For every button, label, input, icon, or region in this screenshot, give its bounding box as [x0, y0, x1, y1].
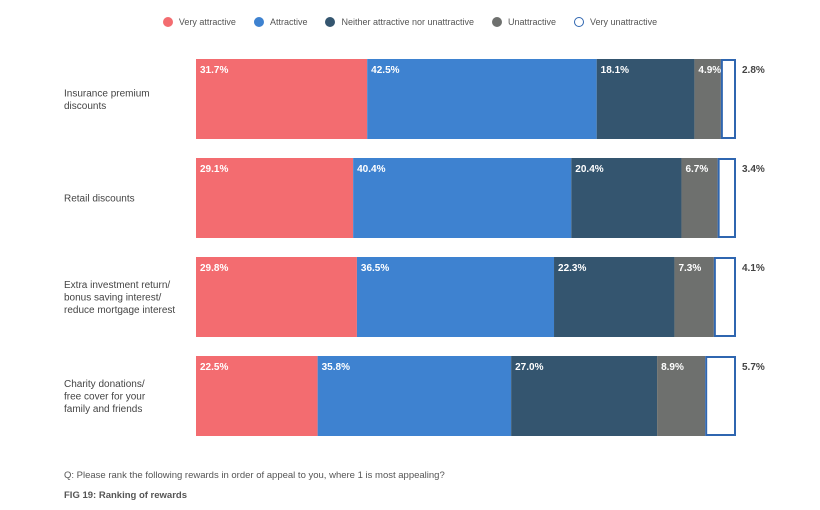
data-label: 20.4% — [575, 164, 603, 175]
bar-segment-neither-attractive-nor-unattractive — [554, 257, 675, 337]
bar-segment-unattractive — [694, 59, 721, 139]
data-label: 4.9% — [698, 65, 721, 76]
data-label: 22.5% — [200, 362, 228, 373]
bar-segment-attractive — [367, 59, 597, 139]
bar-segment-unattractive — [657, 356, 706, 436]
data-label: 42.5% — [371, 65, 399, 76]
legend-item-attractive: Attractive — [253, 17, 308, 27]
legend-swatch — [253, 17, 264, 27]
survey-question: Q: Please rank the following rewards in … — [64, 470, 445, 481]
bar-row-insurance-premium: Insurance premium discounts 31.7% 42.5% 18.1… — [64, 59, 765, 139]
bar-row-retail-discounts: Retail discounts 29.1% 40.4% 20.4% 6.7% 3.4% — [64, 158, 765, 238]
data-label: 18.1% — [601, 65, 629, 76]
data-label: 22.3% — [558, 263, 586, 274]
legend-label: Neither attractive nor unattractive — [341, 17, 475, 27]
legend-label: Very attractive — [178, 17, 236, 27]
bar-segment-very-attractive — [196, 158, 354, 238]
chart-legend: Very attractive Attractive Neither attract… — [0, 17, 820, 27]
legend-item-very-unattractive: Very unattractive — [574, 17, 657, 27]
data-label: 40.4% — [357, 164, 385, 175]
data-label: 8.9% — [661, 362, 684, 373]
bar-segment-attractive — [317, 356, 512, 436]
bar-segment-very-attractive — [196, 356, 318, 436]
bar-segment-unattractive — [674, 257, 714, 337]
bar-segment-attractive — [356, 257, 555, 337]
bar-segment-very-unattractive — [713, 257, 736, 337]
category-label: Insurance premium discounts — [64, 88, 150, 112]
bar-segment-very-attractive — [196, 257, 357, 337]
bar-row-extra-investment-return: Extra investment return/bonus saving int… — [64, 257, 765, 337]
bar-segment-very-attractive — [196, 59, 368, 139]
data-label: 31.7% — [200, 65, 228, 76]
bar-row-charity-donations: Charity donations/free cover for your fam… — [64, 356, 765, 436]
legend-swatch — [325, 17, 336, 27]
data-label: 27.0% — [515, 362, 543, 373]
data-label: 2.8% — [742, 65, 765, 76]
data-label: 5.7% — [742, 362, 765, 373]
legend-label: Very unattractive — [590, 17, 658, 27]
stacked-bar-chart: Insurance premium discounts 31.7% 42.5% 18.1… — [64, 59, 765, 436]
data-label: 29.8% — [200, 263, 228, 274]
bar-segment-neither-attractive-nor-unattractive — [571, 158, 682, 238]
category-label: Extra investment return/bonus saving int… — [64, 280, 175, 316]
legend-swatch — [574, 17, 585, 27]
data-label: 6.7% — [685, 164, 708, 175]
data-label: 3.4% — [742, 164, 765, 175]
legend-label: Unattractive — [508, 17, 557, 27]
figure-title: FIG 19: Ranking of rewards — [64, 490, 187, 501]
data-label: 36.5% — [361, 263, 389, 274]
category-label: Charity donations/free cover for your fam… — [64, 379, 146, 415]
data-label: 7.3% — [678, 263, 701, 274]
legend-item-unattractive: Unattractive — [492, 17, 556, 27]
legend-swatch — [162, 17, 173, 27]
data-label: 35.8% — [322, 362, 350, 373]
bar-segment-neither-attractive-nor-unattractive — [511, 356, 658, 436]
legend-label: Attractive — [269, 17, 308, 27]
legend-item-neither-attractive-nor-unattractive: Neither attractive nor unattractive — [325, 17, 474, 27]
bar-segment-unattractive — [681, 158, 718, 238]
bar-segment-very-unattractive — [705, 356, 737, 436]
legend-item-very-attractive: Very attractive — [162, 17, 236, 27]
legend-swatch — [492, 17, 503, 27]
data-label: 29.1% — [200, 164, 228, 175]
category-label: Retail discounts — [64, 194, 135, 205]
bar-segment-very-unattractive — [720, 59, 737, 139]
bar-segment-neither-attractive-nor-unattractive — [596, 59, 695, 139]
data-label: 4.1% — [742, 263, 765, 274]
bar-segment-attractive — [353, 158, 572, 238]
bar-segment-very-unattractive — [717, 158, 737, 238]
